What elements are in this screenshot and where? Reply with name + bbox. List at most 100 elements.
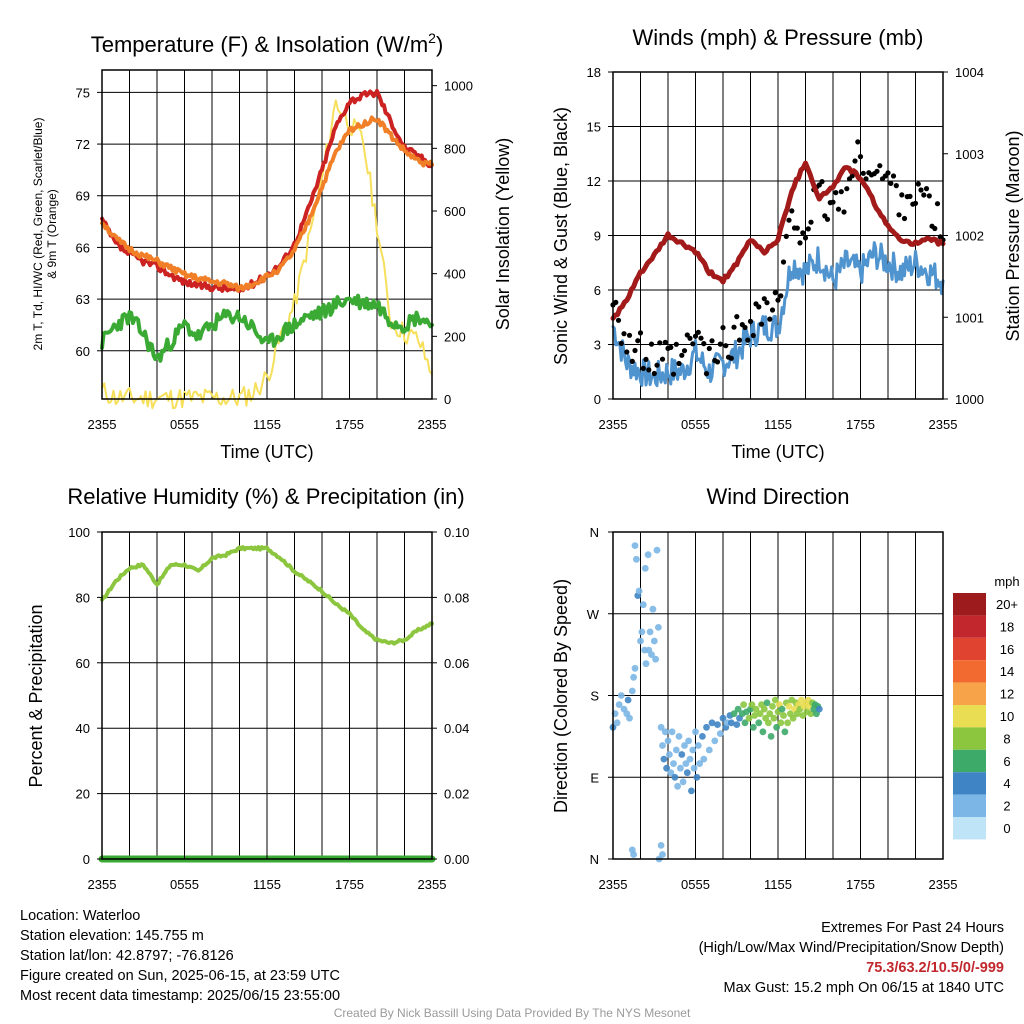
x-tick-label: 1755 xyxy=(846,417,875,432)
colorbar-swatch xyxy=(953,705,986,728)
gust-point xyxy=(629,358,635,364)
gust-point xyxy=(800,230,806,236)
direction-point xyxy=(615,701,623,708)
colorbar-swatch xyxy=(953,817,986,840)
gust-point xyxy=(676,360,682,367)
direction-point xyxy=(659,742,666,749)
gust-point xyxy=(706,345,712,352)
direction-point xyxy=(748,701,756,708)
colorbar-swatch xyxy=(953,637,986,661)
direction-point xyxy=(685,737,692,745)
x-tick-label: 0555 xyxy=(170,877,199,892)
x-tick-label: 1155 xyxy=(764,417,792,432)
x-tick-label: 1155 xyxy=(253,877,281,892)
gust-point xyxy=(764,300,770,306)
gust-point xyxy=(907,193,913,199)
y-tick-label-right: 0.08 xyxy=(444,590,469,605)
direction-tick-label: S xyxy=(590,689,599,704)
direction-panel: Wind Direction 2355 0555 1155 1755 2355NESWN… xyxy=(551,484,1020,892)
y-tick-label: 18 xyxy=(587,65,601,80)
direction-point xyxy=(664,737,672,745)
gust-point xyxy=(709,338,715,344)
winds-ticks: 2355 0555 1155 1755 2355 0 3 6 9 12 15 18 1000 1001 10… xyxy=(587,65,984,432)
gust-point xyxy=(819,179,825,185)
y-tick-label-right: 400 xyxy=(444,267,466,282)
direction-point xyxy=(671,773,679,781)
direction-point xyxy=(631,542,639,549)
direction-point xyxy=(780,712,787,719)
y-tick-label: 69 xyxy=(76,189,90,204)
direction-point xyxy=(657,842,665,849)
dewpoint-line xyxy=(100,293,434,363)
winds-ylabel: Sonic Wind & Gust (Blue, Black) xyxy=(551,107,571,365)
gust-point xyxy=(624,349,630,355)
colorbar-swatch xyxy=(953,593,986,616)
gust-point xyxy=(637,330,644,336)
credit-line: Created By Nick Bassill Using Data Provi… xyxy=(333,1006,691,1020)
gust-point xyxy=(736,337,743,343)
x-tick-label: 1755 xyxy=(846,877,875,892)
y-tick-label-right: 1004 xyxy=(955,65,984,80)
y-tick-label: 66 xyxy=(76,240,90,255)
gust-point xyxy=(657,340,663,346)
gust-point xyxy=(679,352,685,358)
direction-point xyxy=(639,601,647,609)
gust-point xyxy=(855,139,861,145)
direction-point xyxy=(815,705,823,713)
x-tick-label: 1755 xyxy=(335,417,364,432)
direction-point xyxy=(708,719,716,727)
gust-point xyxy=(692,333,699,339)
extremes-values: 75.3/63.2/10.5/0/-999 xyxy=(866,960,1004,976)
gust-point xyxy=(802,235,809,241)
gust-point xyxy=(701,341,707,347)
direction-point xyxy=(694,742,702,749)
gust-point xyxy=(613,299,619,305)
gust-point xyxy=(899,192,905,198)
direction-point xyxy=(689,746,697,754)
gust-point xyxy=(772,290,778,296)
pressure-ylabel: Station Pressure (Maroon) xyxy=(1003,130,1023,341)
direction-point xyxy=(749,723,757,731)
direction-point xyxy=(657,723,665,731)
colorbar-label: 2 xyxy=(1003,799,1010,814)
gust-point xyxy=(681,348,688,354)
direction-point xyxy=(778,705,786,713)
gust-point xyxy=(635,338,641,344)
gust-point xyxy=(731,324,737,330)
direction-point xyxy=(752,705,760,713)
direction-point xyxy=(674,782,681,790)
direction-point xyxy=(740,701,747,708)
gust-point xyxy=(761,296,767,302)
gust-point xyxy=(621,331,627,337)
y-tick-label-right: 0 xyxy=(444,392,451,407)
station-pressure-line xyxy=(610,160,946,321)
gust-point xyxy=(783,233,789,239)
x-tick-label: 2355 xyxy=(929,417,958,432)
gust-point xyxy=(874,168,880,174)
y-tick-label: 40 xyxy=(76,721,90,736)
gust-point xyxy=(896,212,902,218)
gust-point xyxy=(838,189,844,195)
direction-point xyxy=(677,764,684,772)
gust-point xyxy=(626,332,633,338)
gust-point xyxy=(673,341,679,347)
direction-point xyxy=(679,778,687,786)
y-tick-label: 12 xyxy=(587,174,601,189)
colorbar-swatch xyxy=(953,682,986,705)
direction-tick-label: N xyxy=(590,525,599,540)
y-tick-label: 6 xyxy=(594,283,601,298)
y-tick-label-right: 600 xyxy=(444,204,466,219)
direction-point xyxy=(741,719,749,727)
gust-point xyxy=(780,259,787,265)
gust-point xyxy=(824,216,831,222)
direction-point xyxy=(767,733,775,740)
gust-point xyxy=(703,371,710,377)
colorbar-label: 0 xyxy=(1003,821,1010,836)
x-tick-label: 0555 xyxy=(681,417,710,432)
colorbar-label: 14 xyxy=(1000,664,1014,679)
gust-point xyxy=(797,240,803,246)
gust-point xyxy=(615,317,622,323)
y-tick-label: 9 xyxy=(594,229,601,244)
direction-point xyxy=(756,710,764,718)
gust-point xyxy=(849,173,855,179)
